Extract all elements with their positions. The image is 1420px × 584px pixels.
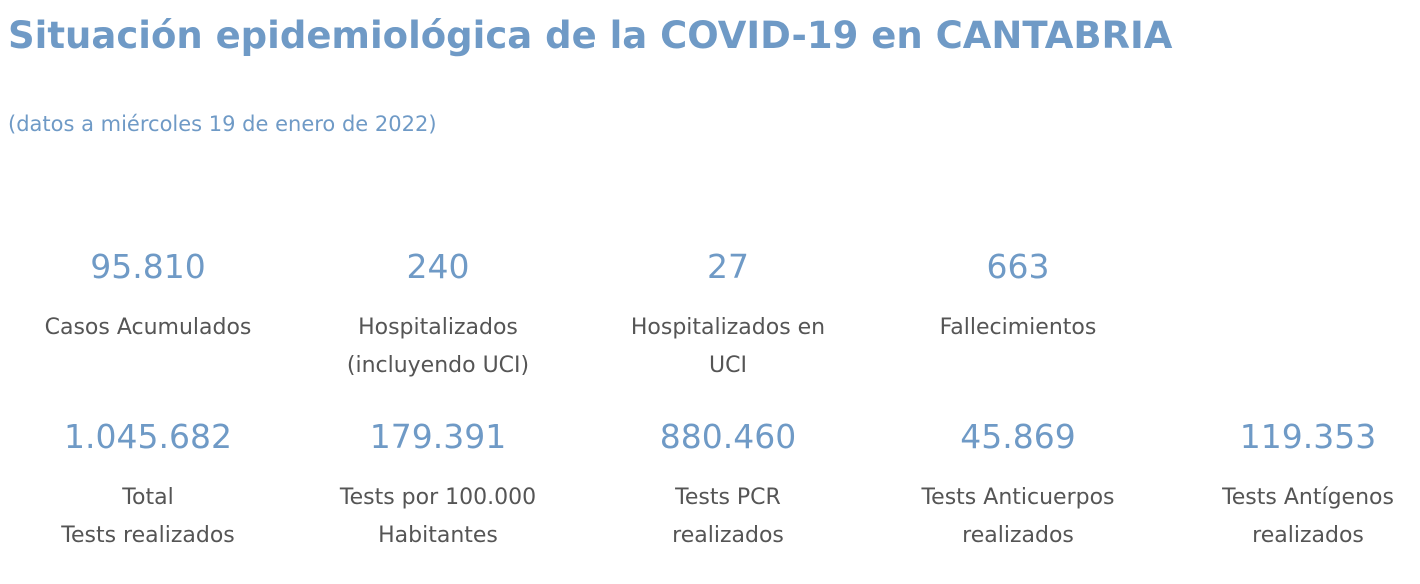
page-title: Situación epidemiológica de la COVID-19 … — [8, 14, 1173, 57]
stat-label: Casos Acumulados — [44, 315, 252, 340]
stat-tests-por-100000: 179.391 Tests por 100.000 Habitantes — [308, 415, 568, 555]
stat-value: 45.869 — [960, 417, 1076, 456]
stat-value: 663 — [986, 247, 1050, 286]
stat-value: 240 — [406, 247, 470, 286]
stat-tests-pcr: 880.460 Tests PCR realizados — [598, 415, 858, 555]
stat-value: 119.353 — [1239, 417, 1377, 456]
stat-value: 27 — [707, 247, 749, 286]
stat-value: 95.810 — [90, 247, 206, 286]
stat-hospitalizados: 240 Hospitalizados (incluyendo UCI) — [308, 245, 568, 385]
stat-fallecimientos: 663 Fallecimientos — [888, 245, 1148, 347]
date-subtitle: (datos a miércoles 19 de enero de 2022) — [8, 112, 437, 136]
stat-hospitalizados-uci: 27 Hospitalizados en UCI — [598, 245, 858, 385]
stat-casos-acumulados: 95.810 Casos Acumulados — [18, 245, 278, 347]
stat-label: Hospitalizados en UCI — [630, 315, 826, 378]
stat-value: 1.045.682 — [64, 417, 232, 456]
stat-value: 880.460 — [659, 417, 797, 456]
stat-label: Hospitalizados (incluyendo UCI) — [346, 315, 530, 378]
stat-total-tests: 1.045.682 Total Tests realizados — [18, 415, 278, 555]
stat-label: Tests Antígenos realizados — [1222, 485, 1394, 548]
stat-label: Total Tests realizados — [61, 485, 235, 548]
stat-value: 179.391 — [369, 417, 507, 456]
stat-tests-antigenos: 119.353 Tests Antígenos realizados — [1178, 415, 1420, 555]
stat-label: Tests por 100.000 Habitantes — [339, 485, 537, 548]
stat-label: Tests PCR realizados — [672, 485, 784, 548]
stat-label: Tests Anticuerpos realizados — [921, 485, 1115, 548]
stat-label: Fallecimientos — [939, 315, 1097, 340]
stat-tests-anticuerpos: 45.869 Tests Anticuerpos realizados — [888, 415, 1148, 555]
